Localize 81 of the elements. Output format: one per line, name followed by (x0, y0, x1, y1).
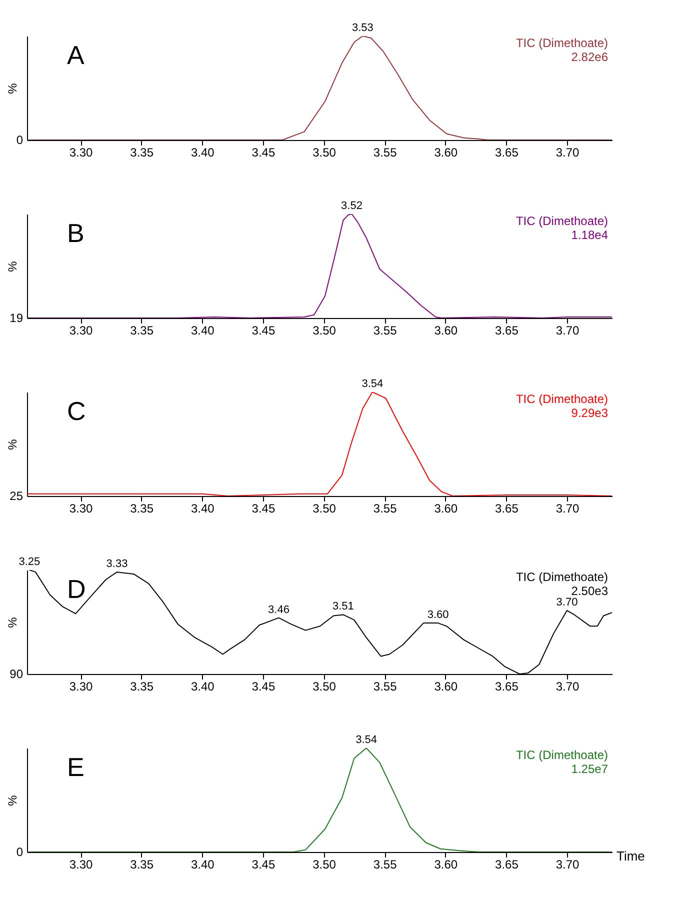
x-tick-label: 3.50 (312, 858, 336, 872)
y-axis-title: % (6, 616, 20, 628)
x-tick-label: 3.45 (252, 858, 276, 872)
x-tick-label: 3.70 (556, 858, 580, 872)
x-tick-label: 3.45 (252, 680, 276, 694)
x-axis-title: Time (616, 848, 645, 864)
x-tick-label: 3.40 (190, 858, 215, 872)
annotation: 9.29e3 (571, 406, 608, 420)
x-tick-label: 3.45 (252, 146, 276, 160)
chart-title: E (67, 752, 84, 782)
x-tick-label: 3.35 (130, 680, 154, 694)
annotation: 1.25e7 (571, 762, 608, 776)
x-tick-label: 3.55 (373, 680, 398, 694)
x-tick-label: 3.65 (495, 502, 519, 516)
annotation: 3.52 (341, 200, 362, 212)
x-tick-label: 3.70 (556, 324, 580, 338)
x-tick-label: 3.70 (556, 502, 580, 516)
x-tick-label: 3.40 (190, 324, 215, 338)
x-tick-label: 3.30 (69, 146, 94, 160)
x-tick-label: 3.30 (69, 858, 94, 872)
x-tick-label: 3.50 (312, 146, 336, 160)
x-tick-label: 3.65 (495, 146, 519, 160)
x-tick-label: 3.35 (130, 146, 154, 160)
x-tick-label: 3.50 (312, 324, 336, 338)
annotation: 3.25 (18, 556, 40, 568)
annotation: 3.70 (556, 596, 578, 609)
x-tick-label: 3.65 (495, 324, 519, 338)
x-tick-label: 3.30 (69, 680, 94, 694)
text: TIC (Dimethoate) (516, 214, 608, 228)
annotation: 3.51 (332, 600, 354, 613)
x-tick-label: 3.60 (434, 324, 458, 338)
annotation: 3.54 (356, 734, 378, 746)
annotation: 3.60 (427, 609, 449, 622)
x-tick-label: 3.55 (373, 858, 398, 872)
x-tick-label: 3.30 (69, 502, 94, 516)
chart-title: D (67, 574, 86, 604)
x-tick-label: 3.55 (373, 324, 398, 338)
x-tick-label: 3.40 (190, 680, 215, 694)
x-tick-label: 3.70 (556, 146, 580, 160)
x-tick-label: 3.55 (373, 502, 398, 516)
annotation: 3.54 (362, 378, 384, 390)
text: 19 (10, 311, 24, 325)
x-tick-label: 3.60 (434, 680, 458, 694)
x-tick-label: 3.65 (495, 680, 519, 694)
annotation: 3.46 (268, 604, 290, 616)
y-axis-title: % (6, 82, 20, 94)
annotation: 3.53 (352, 22, 374, 34)
x-tick-label: 3.35 (130, 858, 154, 872)
x-tick-label: 3.70 (556, 680, 580, 694)
annotation: 2.82e6 (571, 50, 608, 64)
x-tick-label: 3.45 (252, 502, 276, 516)
annotation: 1.18e4 (571, 228, 608, 242)
chart-title: A (67, 40, 85, 70)
x-tick-label: 3.40 (190, 502, 215, 516)
chart-title: B (67, 218, 84, 248)
text: 0 (16, 845, 24, 859)
x-tick-label: 3.50 (312, 680, 336, 694)
y-axis-title: % (6, 438, 20, 450)
annotation: 2.50e3 (571, 584, 608, 598)
x-tick-label: 3.65 (495, 858, 519, 872)
x-tick-label: 3.60 (434, 502, 458, 516)
chart-title: C (67, 396, 86, 426)
text: TIC (Dimethoate) (516, 392, 608, 406)
x-tick-label: 3.30 (69, 324, 94, 338)
x-tick-label: 3.55 (373, 146, 398, 160)
y-axis-title: % (6, 794, 20, 806)
text: 0 (16, 133, 24, 147)
x-tick-label: 3.35 (130, 502, 154, 516)
y-axis-title: % (6, 260, 20, 272)
x-tick-label: 3.60 (434, 858, 458, 872)
x-tick-label: 3.45 (252, 324, 276, 338)
x-tick-label: 3.60 (434, 146, 458, 160)
x-tick-label: 3.40 (190, 146, 215, 160)
text: TIC (Dimethoate) (516, 748, 608, 762)
x-tick-label: 3.50 (312, 502, 336, 516)
text: 90 (10, 667, 24, 681)
text: 25 (10, 489, 24, 503)
annotation: 3.33 (106, 558, 128, 570)
x-tick-label: 3.35 (130, 324, 154, 338)
text: TIC (Dimethoate) (516, 570, 608, 584)
text: TIC (Dimethoate) (516, 36, 608, 50)
